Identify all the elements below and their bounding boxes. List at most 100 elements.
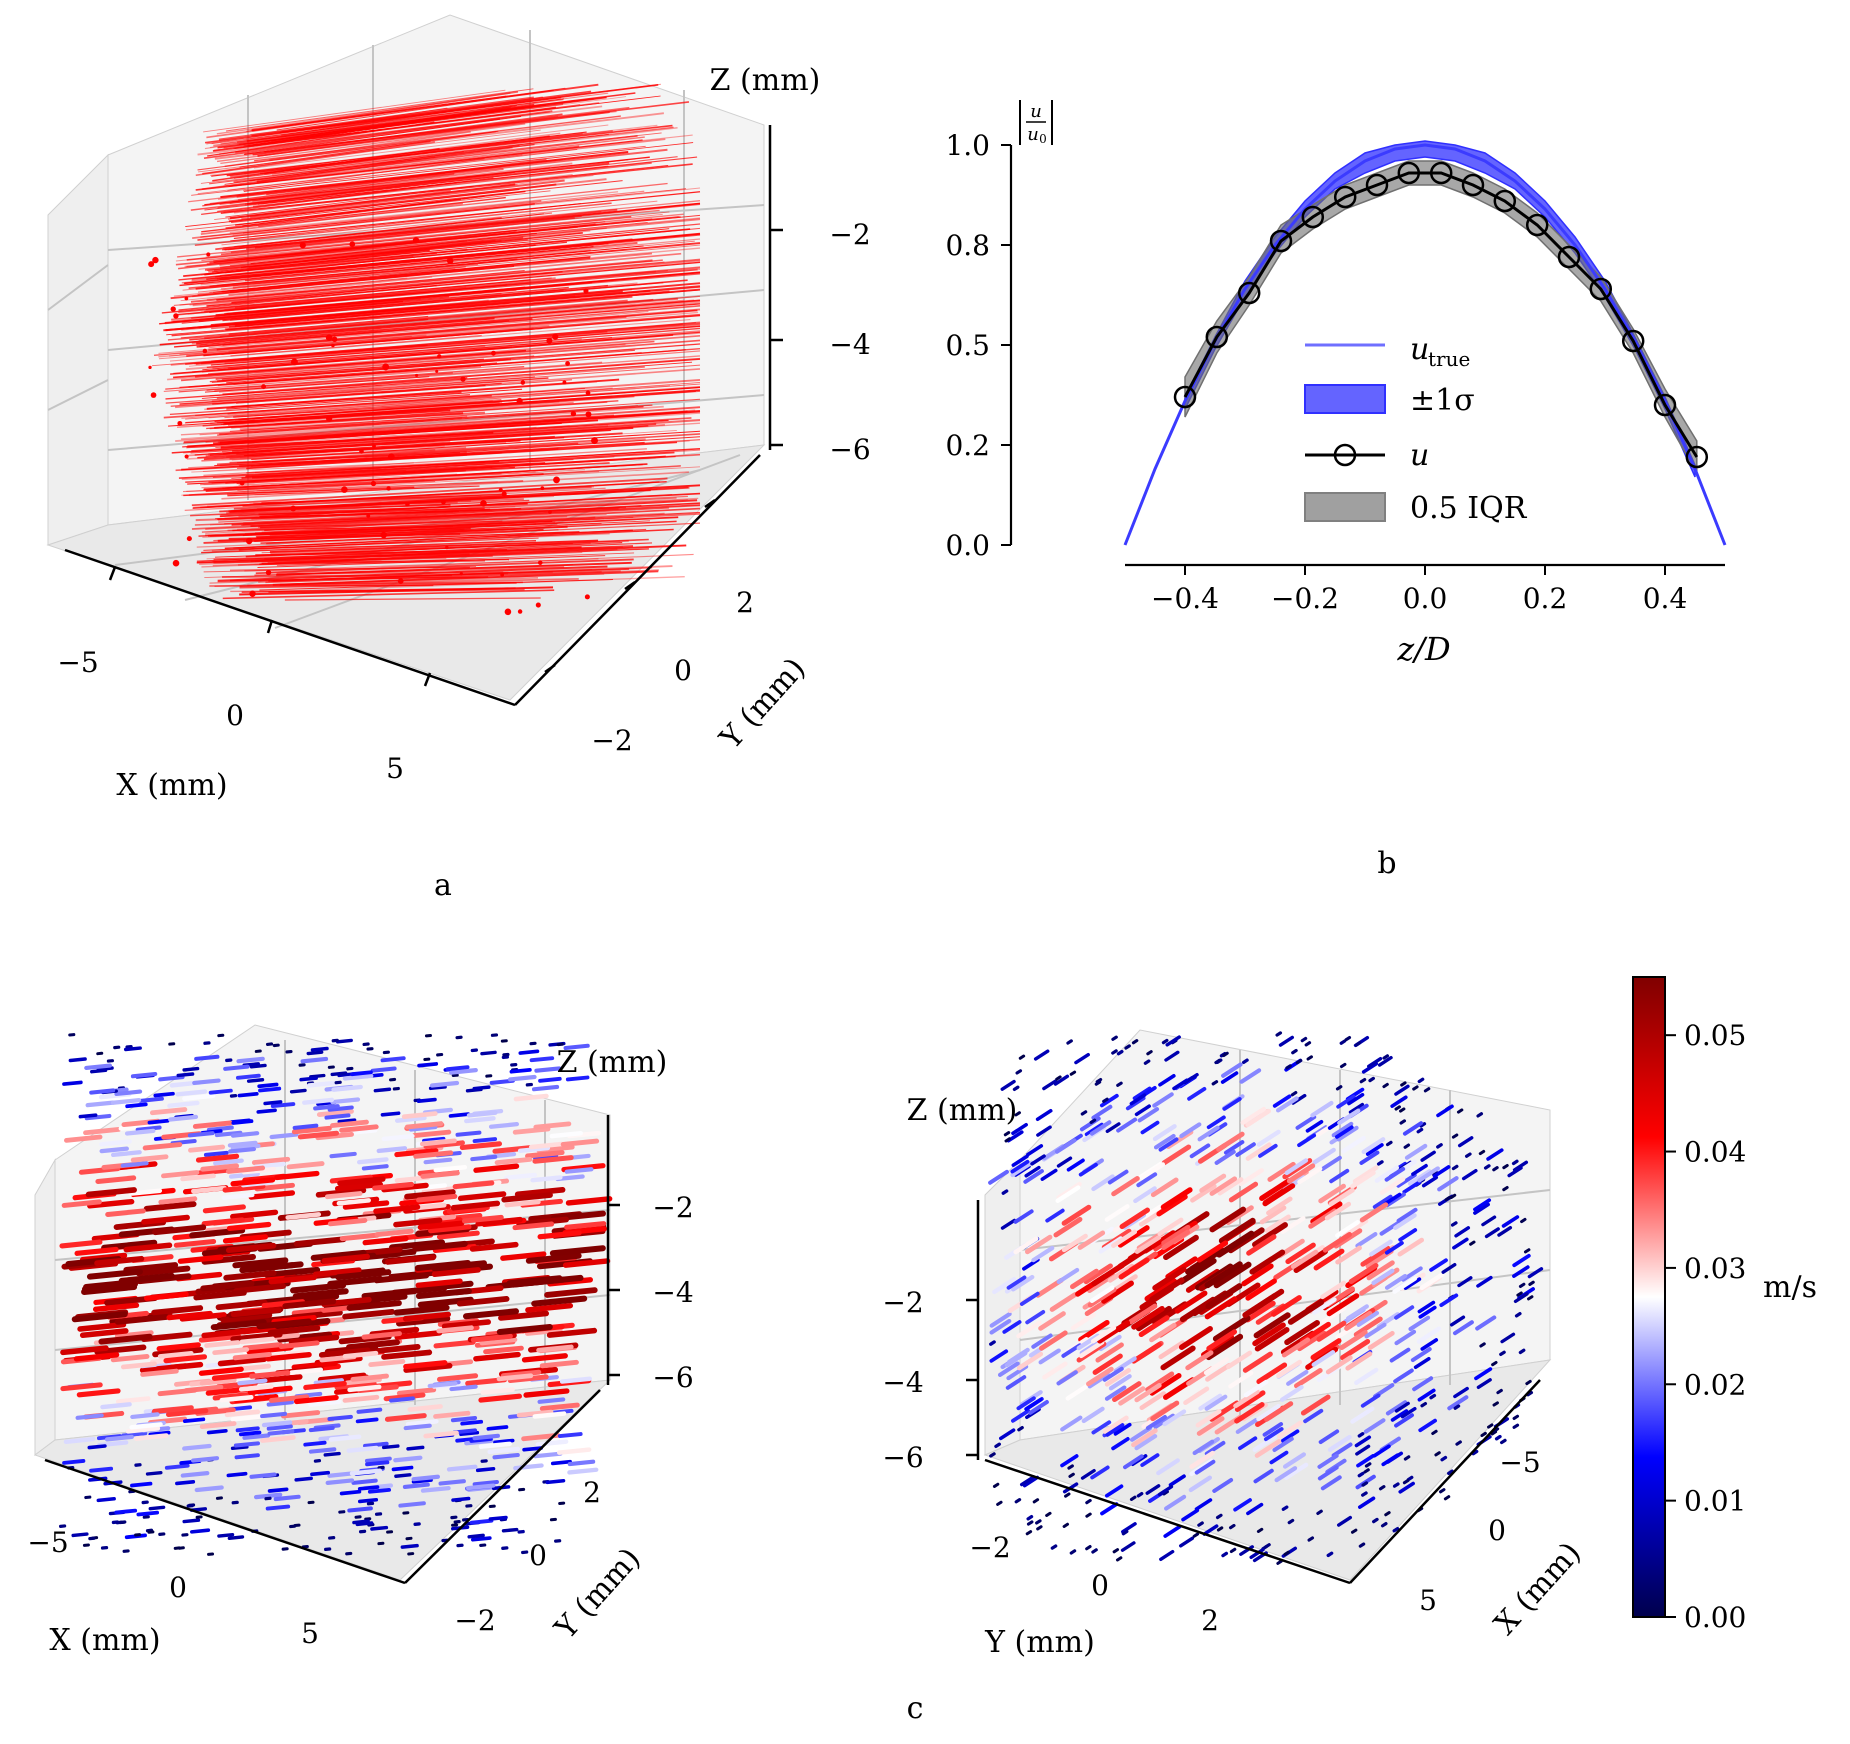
velocity-track [62, 1080, 83, 1086]
velocity-track [1366, 1260, 1395, 1281]
velocity-track [487, 1446, 521, 1455]
velocity-track [429, 1080, 460, 1088]
y-axis-label: Y (mm) [548, 1541, 648, 1647]
particle-dot [405, 501, 410, 507]
velocity-track [222, 1183, 266, 1193]
velocity-track [1070, 1312, 1097, 1331]
velocity-track [114, 1089, 143, 1097]
particle-dot [501, 491, 507, 497]
velocity-track [1476, 1112, 1484, 1118]
velocity-track [550, 1459, 572, 1466]
velocity-track [1222, 1051, 1229, 1058]
velocity-track [235, 1426, 260, 1433]
particle-track [201, 196, 506, 233]
velocity-track [1001, 1189, 1009, 1195]
particle-track [278, 576, 685, 593]
velocity-track [1062, 1522, 1070, 1528]
velocity-track [110, 1354, 150, 1363]
velocity-track [189, 1227, 246, 1239]
velocity-track [1138, 1315, 1170, 1338]
velocity-track [528, 1141, 565, 1150]
velocity-track [411, 1478, 433, 1484]
z-tick-label: −4 [829, 328, 870, 361]
velocity-track [1417, 1388, 1436, 1402]
velocity-track [1274, 1466, 1298, 1483]
velocity-track [1003, 1131, 1011, 1137]
velocity-track [1205, 1283, 1243, 1310]
legend-entry: u [1410, 438, 1429, 473]
velocity-track [394, 1330, 443, 1340]
velocity-track [1252, 1322, 1286, 1347]
velocity-track [318, 1347, 371, 1358]
velocity-track [452, 1180, 495, 1190]
particle-track [236, 98, 564, 143]
velocity-track [403, 1423, 432, 1431]
velocity-track [1339, 1062, 1347, 1069]
data-point [1333, 185, 1357, 209]
velocity-track [1090, 1465, 1110, 1480]
velocity-track [1417, 1166, 1440, 1183]
velocity-track [129, 1422, 163, 1430]
velocity-track [1252, 1222, 1288, 1248]
velocity-track [1069, 1070, 1077, 1076]
velocity-track [1318, 1429, 1340, 1445]
velocity-track [1095, 1342, 1124, 1363]
velocity-track [1344, 1035, 1352, 1042]
velocity-track [206, 1125, 234, 1132]
velocity-track [504, 1172, 538, 1181]
velocity-track [1025, 1310, 1046, 1325]
velocity-track [1067, 1464, 1074, 1470]
velocity-track [1287, 1299, 1325, 1325]
velocity-track [1277, 1420, 1304, 1439]
particle-track [266, 158, 547, 196]
velocity-track [165, 1408, 209, 1418]
velocity-track [152, 1224, 207, 1236]
velocity-track [1202, 1524, 1219, 1536]
velocity-track [130, 1071, 158, 1079]
velocity-track [260, 1411, 288, 1419]
velocity-track [1185, 1350, 1214, 1371]
velocity-track [1318, 1183, 1346, 1204]
velocity-track [201, 1217, 245, 1227]
velocity-track [1104, 1484, 1124, 1498]
velocity-track [1312, 1147, 1336, 1165]
velocity-track [398, 1501, 426, 1508]
velocity-track [1399, 1119, 1407, 1125]
velocity-track [1356, 1454, 1375, 1468]
velocity-track [1132, 1086, 1152, 1101]
particle-track [254, 202, 701, 249]
velocity-track [1245, 1142, 1272, 1161]
velocity-track [1134, 1382, 1162, 1403]
particle-track [232, 258, 518, 289]
velocity-track [1372, 1194, 1393, 1209]
velocity-track [1022, 1475, 1040, 1488]
velocity-track [263, 1100, 283, 1106]
velocity-track [1492, 1427, 1500, 1433]
velocity-track [1526, 1390, 1534, 1397]
particle-track [165, 349, 686, 390]
velocity-track [1512, 1160, 1529, 1172]
velocity-track [1358, 1542, 1366, 1548]
particle-track [202, 337, 613, 371]
y-tick-label: 0.2 [945, 429, 990, 462]
velocity-track [1091, 1174, 1115, 1192]
particle-track [221, 328, 543, 356]
particle-track [214, 361, 603, 392]
velocity-track [1119, 1207, 1150, 1230]
particle-track [209, 144, 520, 185]
velocity-track [1136, 1172, 1158, 1188]
velocity-track [475, 1466, 496, 1473]
velocity-track [168, 1114, 199, 1122]
velocity-track [1256, 1129, 1281, 1147]
panel-b: 0.00.20.50.81.0−0.4 −0.2 0.0 0.2 0.4 u u 0 z… [945, 100, 1727, 881]
particle-track [269, 112, 664, 162]
velocity-tracks [988, 1031, 1544, 1565]
velocity-track [507, 1374, 549, 1384]
particle-track [233, 400, 493, 418]
particle-track [248, 175, 594, 215]
velocity-track [258, 1086, 282, 1093]
velocity-track [1313, 1248, 1345, 1271]
velocity-track [507, 1074, 537, 1082]
particle-track [222, 257, 581, 293]
